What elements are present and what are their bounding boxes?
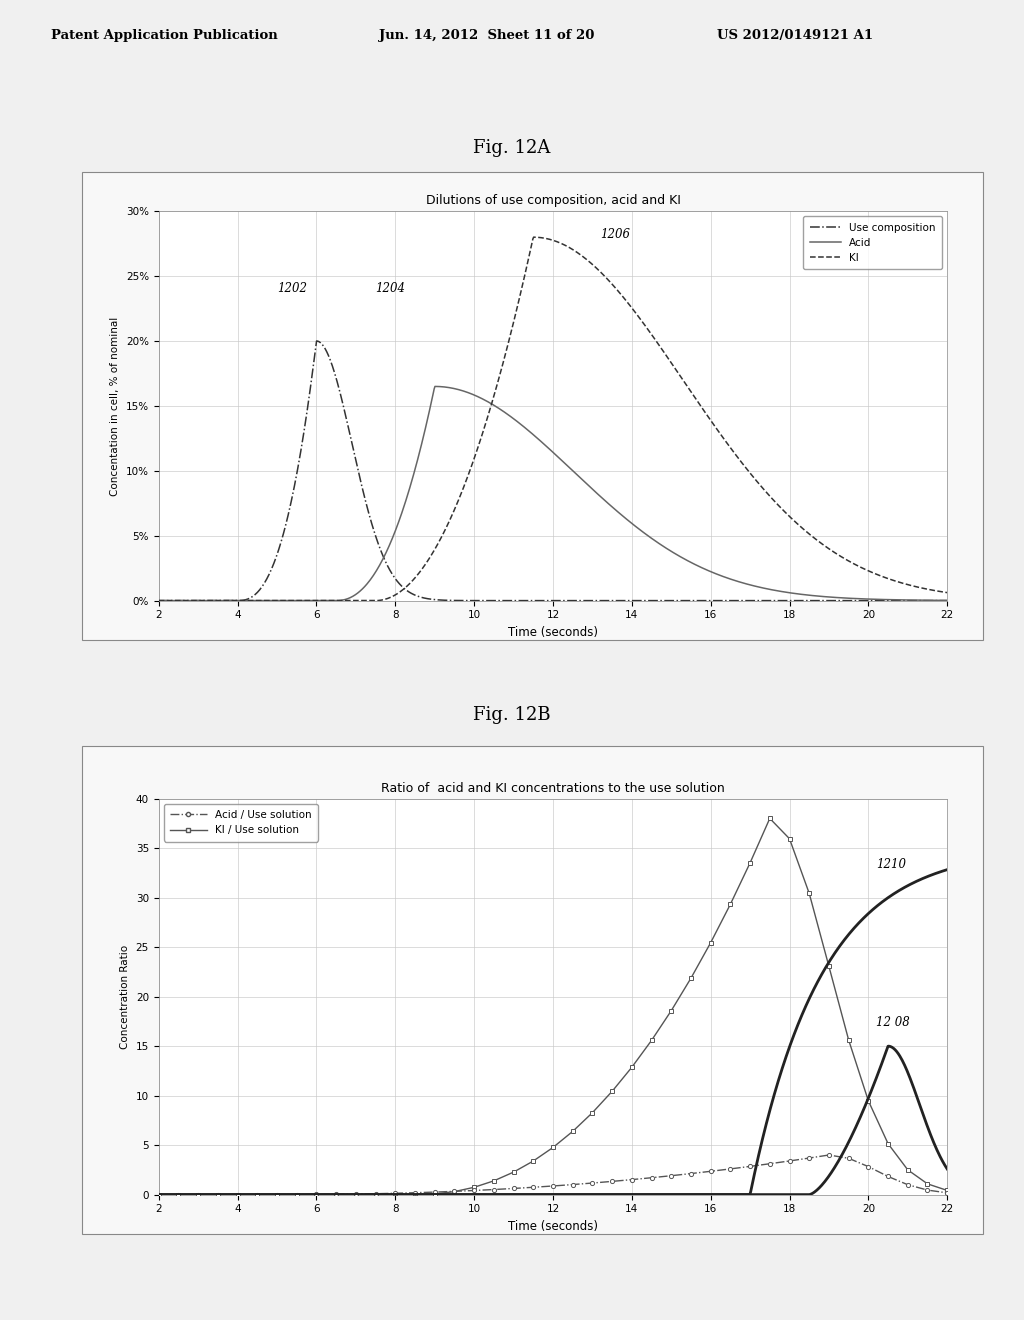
- Y-axis label: Concentration Ratio: Concentration Ratio: [120, 945, 130, 1048]
- Text: US 2012/0149121 A1: US 2012/0149121 A1: [717, 29, 872, 42]
- Text: Jun. 14, 2012  Sheet 11 of 20: Jun. 14, 2012 Sheet 11 of 20: [379, 29, 594, 42]
- Text: 1202: 1202: [276, 281, 307, 294]
- Text: Fig. 12A: Fig. 12A: [473, 139, 551, 157]
- Text: 1206: 1206: [600, 228, 630, 242]
- Legend: Acid / Use solution, KI / Use solution: Acid / Use solution, KI / Use solution: [164, 804, 317, 842]
- Text: 1210: 1210: [877, 858, 906, 871]
- Title: Dilutions of use composition, acid and KI: Dilutions of use composition, acid and K…: [426, 194, 680, 207]
- Legend: Use composition, Acid, KI: Use composition, Acid, KI: [804, 216, 942, 269]
- Text: 1204: 1204: [376, 281, 406, 294]
- Text: 12 08: 12 08: [877, 1016, 910, 1030]
- X-axis label: Time (seconds): Time (seconds): [508, 626, 598, 639]
- Text: Patent Application Publication: Patent Application Publication: [51, 29, 278, 42]
- X-axis label: Time (seconds): Time (seconds): [508, 1220, 598, 1233]
- Y-axis label: Concentation in cell, % of nominal: Concentation in cell, % of nominal: [111, 317, 120, 495]
- Text: Fig. 12B: Fig. 12B: [473, 706, 551, 725]
- Title: Ratio of  acid and KI concentrations to the use solution: Ratio of acid and KI concentrations to t…: [381, 781, 725, 795]
